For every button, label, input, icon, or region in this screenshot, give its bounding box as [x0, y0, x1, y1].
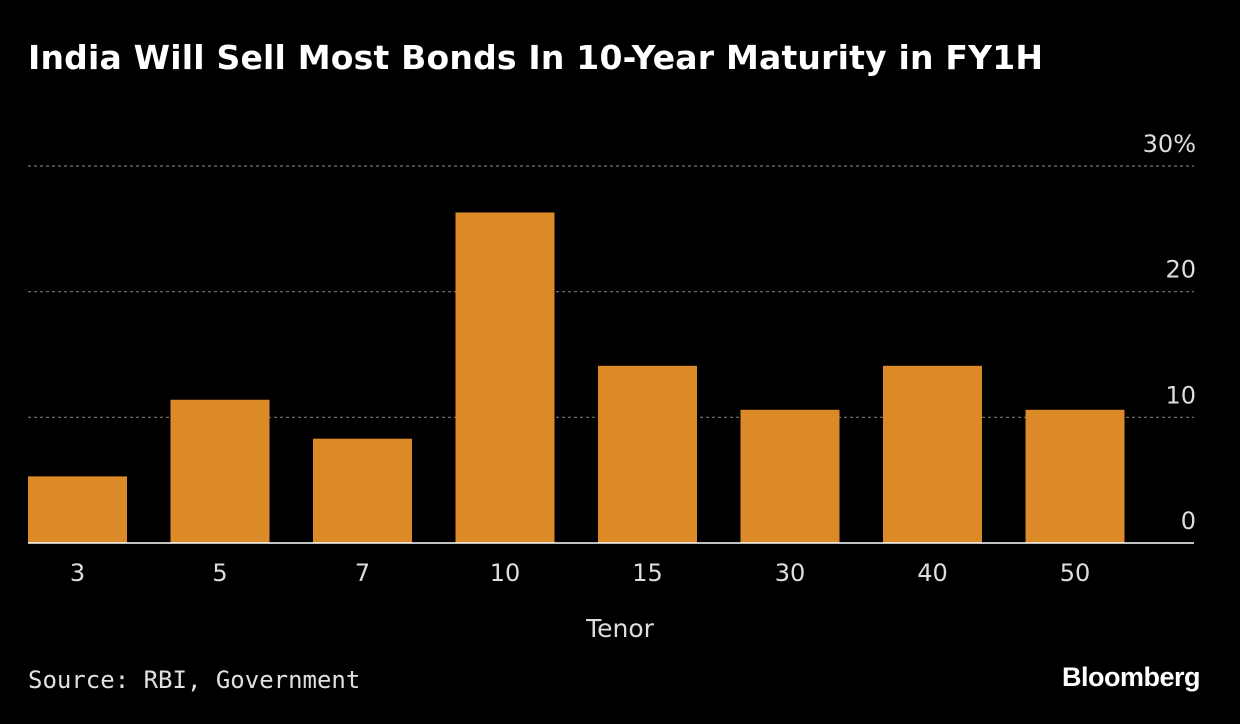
- chart-title: India Will Sell Most Bonds In 10-Year Ma…: [28, 38, 1044, 77]
- bar-10: [455, 212, 555, 543]
- bar-50: [1025, 409, 1125, 543]
- x-tick-label-7: 7: [355, 559, 370, 587]
- x-axis-title: Tenor: [585, 614, 655, 643]
- bloomberg-logo: Bloomberg: [1061, 662, 1201, 692]
- bar-3: [28, 476, 127, 543]
- x-tick-label-10: 10: [490, 559, 521, 587]
- bar-40: [883, 365, 982, 543]
- x-tick-label-30: 30: [775, 559, 806, 587]
- x-tick-label-5: 5: [212, 559, 227, 587]
- bar-30: [740, 409, 840, 543]
- y-tick-label-20: 20: [1165, 256, 1196, 284]
- x-tick-label-15: 15: [632, 559, 663, 587]
- source-note: Source: RBI, Government: [28, 666, 361, 694]
- y-tick-label-30: 30%: [1143, 130, 1196, 158]
- x-tick-label-3: 3: [70, 559, 85, 587]
- bar-5: [170, 399, 270, 543]
- x-tick-label-40: 40: [917, 559, 948, 587]
- x-tick-label-50: 50: [1060, 559, 1091, 587]
- bar-15: [598, 365, 697, 543]
- y-tick-label-0: 0: [1181, 507, 1196, 535]
- y-tick-label-10: 10: [1165, 381, 1196, 409]
- bar-7: [313, 438, 412, 543]
